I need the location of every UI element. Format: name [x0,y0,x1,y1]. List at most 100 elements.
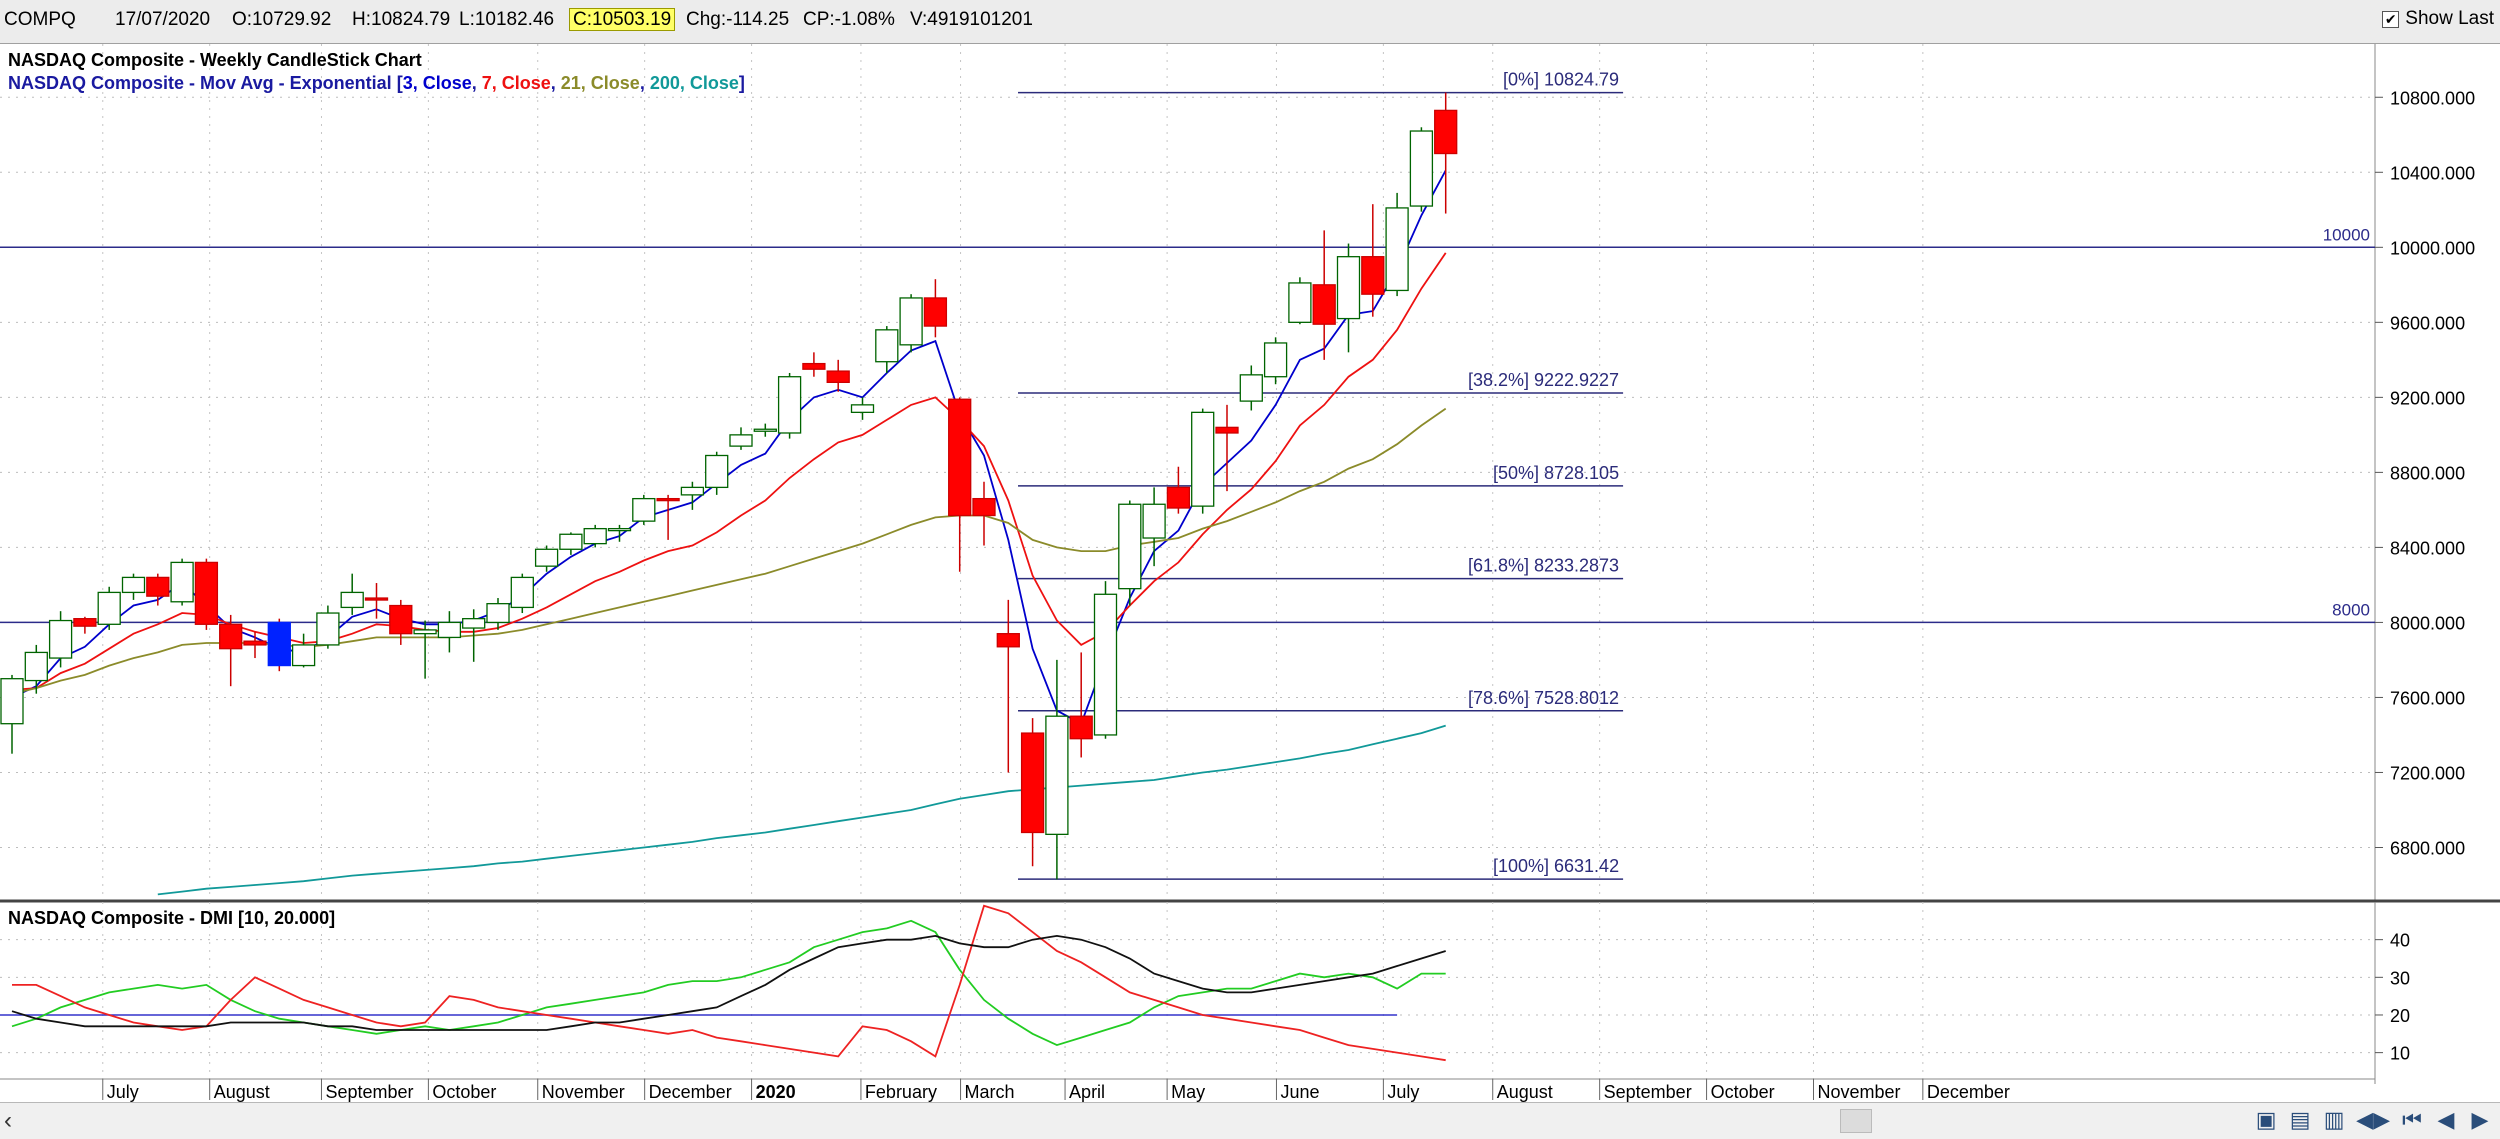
candle [413,620,437,679]
candle [826,359,850,392]
candle-body [583,527,607,545]
candle-body [48,619,73,659]
candle-body [875,329,899,363]
candle-body [121,576,146,594]
dmi-panel[interactable]: 10 20 30 40 NASDAQ Composite - DMI [10, 20.… [0,902,2410,1084]
candle [1434,92,1458,214]
scroll-thumb[interactable] [1840,1109,1872,1133]
candle [291,633,316,668]
subtitle-part: 7, Close [482,73,551,93]
candle [729,427,753,450]
step-back-icon[interactable]: ◀ [2437,1107,2455,1132]
month-label: September [325,1082,413,1102]
candle [1288,277,1312,325]
subtitle-part: , [551,73,561,93]
month-label: July [107,1082,139,1102]
zoom-fit-icon[interactable]: ▣ [2255,1107,2277,1132]
crosshair-icon[interactable]: ▥ [2323,1107,2345,1132]
candle-body [729,434,753,447]
show-last-toggle[interactable]: ✔ Show Last [2382,8,2494,30]
candle-body [1191,411,1215,507]
price-axis: 6800.000 7200.000 7600.000 8000.000 8400.000… [2375,88,2475,858]
candle [777,372,802,439]
candle [510,573,534,614]
month-label: April [1069,1082,1105,1102]
candle [1385,192,1409,297]
month-label: November [1817,1082,1900,1102]
month-label: December [1927,1082,2010,1102]
moving-average-lines [11,169,1447,896]
subtitle-part: , [472,73,482,93]
candle-body [656,497,680,502]
candle-body [1312,284,1336,325]
candle [1166,466,1191,514]
month-label: July [1387,1082,1419,1102]
candle [1239,365,1263,411]
ema-line [11,407,1447,695]
candle [656,494,680,540]
fibonacci-retracement: [0%] 10824.79 [38.2%] 9222.9227 [50%] 8728… [1018,70,1624,880]
price-tick-label: 8000.000 [2390,613,2465,633]
candle-body [486,603,510,624]
candle [1409,127,1434,212]
candle-body [1045,715,1069,836]
low-value: L:10182.46 [459,9,555,30]
price-tick-label: 8800.000 [2390,463,2465,483]
candle-body [219,623,243,650]
candle-body [559,533,583,550]
jump-start-icon[interactable]: ⏮ [2402,1107,2422,1132]
candle-body [996,633,1020,648]
candle [1020,718,1045,867]
chart-area[interactable]: 10000 8000 [0%] 10824.79 [38.2%] 9222.9227… [0,44,2500,1102]
chevron-left-icon[interactable]: ‹ [4,1107,12,1134]
candle [534,545,559,572]
candle-body [777,376,802,434]
candle-body [389,604,413,635]
candle-body [753,428,777,432]
candle [389,599,413,645]
dmi-series-line [11,919,1446,1047]
candle [583,524,607,548]
candle-body [923,297,948,327]
scroll-both-icon[interactable]: ◀▶ [2356,1107,2390,1132]
candles [0,92,1458,880]
candle-body [146,576,170,597]
dmi-tick-label: 20 [2390,1006,2410,1026]
bottom-scrollbar[interactable]: ‹ ▣ ▤ ▥ ◀▶ ⏮ ◀ ▶ [0,1102,2500,1139]
candle-body [462,618,486,629]
month-label: August [1497,1082,1553,1102]
candle-body [1166,486,1191,509]
candle [364,583,389,619]
month-label: February [865,1082,937,1102]
candle [1336,243,1361,353]
price-tick-label: 7200.000 [2390,763,2465,783]
candle [194,558,219,630]
dmi-title: NASDAQ Composite - DMI [10, 20.000] [8,908,335,928]
candle [680,481,705,510]
candle-body [1434,109,1458,155]
step-forward-icon[interactable]: ▶ [2471,1107,2489,1132]
candle [996,599,1020,773]
candle [170,558,194,606]
candle [146,573,170,606]
candle-body [948,398,972,517]
fib-level-label: [38.2%] 9222.9227 [1468,370,1619,390]
month-label: March [965,1082,1015,1102]
quote-toolbar: COMPQ 17/07/2020 O:10729.92 H:10824.79 L… [0,0,2500,44]
candle [1093,581,1118,739]
candle [1045,659,1069,880]
candle-body [534,548,559,567]
price-tick-label: 10000.000 [2390,238,2475,258]
candle-body [1409,130,1434,207]
candle-body [1385,207,1409,292]
zoom-out-icon[interactable]: ▤ [2289,1107,2311,1132]
open-value: O:10729.92 [232,9,332,30]
fib-level-label: [61.8%] 8233.2873 [1468,556,1619,576]
price-gridlines [0,44,2375,900]
level-label: 10000 [2323,225,2370,244]
subtitle-part: ] [739,73,745,93]
price-panel[interactable]: 10000 8000 [0%] 10824.79 [38.2%] 9222.9227… [0,44,2475,900]
change-percent-value: CP:-1.08% [803,9,895,30]
fib-level-label: [100%] 6631.42 [1493,856,1619,876]
show-last-checkbox[interactable]: ✔ [2382,10,2400,28]
